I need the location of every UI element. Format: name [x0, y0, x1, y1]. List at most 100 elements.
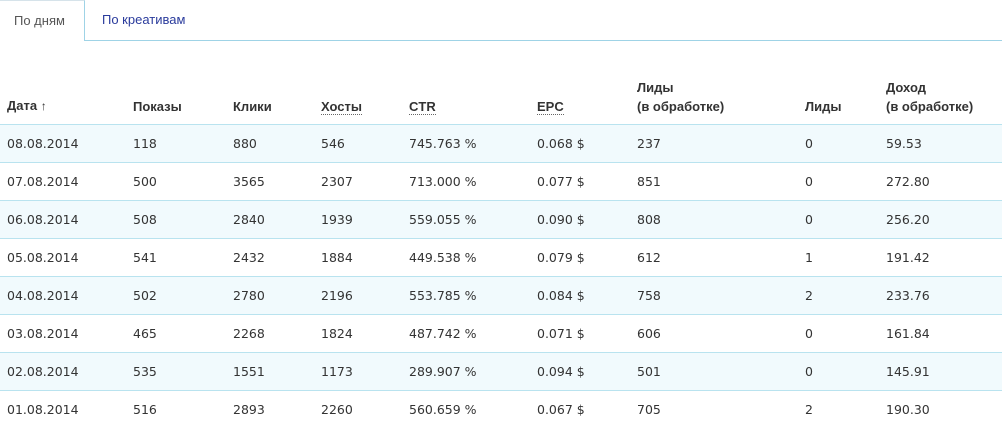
- cell-shows: 508: [126, 201, 226, 239]
- cell-date: 06.08.2014: [0, 201, 126, 239]
- cell-ctr: 745.763 %: [402, 125, 530, 163]
- cell-ctr: 559.055 %: [402, 201, 530, 239]
- cell-shows: 535: [126, 353, 226, 391]
- cell-income: 233.76: [879, 277, 1002, 315]
- cell-clicks: 880: [226, 125, 314, 163]
- cell-clicks: 2780: [226, 277, 314, 315]
- cell-shows: 500: [126, 163, 226, 201]
- col-hosts-header[interactable]: Хосты: [314, 41, 402, 125]
- cell-ctr: 560.659 %: [402, 391, 530, 428]
- col-epc-header[interactable]: EPC: [530, 41, 630, 125]
- cell-leads: 0: [798, 353, 879, 391]
- tab-by-days[interactable]: По дням: [0, 0, 85, 41]
- col-date-header[interactable]: Дата ↑: [0, 41, 126, 125]
- cell-ctr: 713.000 %: [402, 163, 530, 201]
- cell-hosts: 1824: [314, 315, 402, 353]
- table-header-row: Дата ↑ Показы Клики Хосты CTR EPC Лиды (…: [0, 41, 1002, 125]
- col-income-sublabel: (в обработке): [886, 99, 973, 114]
- cell-income: 161.84: [879, 315, 1002, 353]
- cell-epc: 0.084 $: [530, 277, 630, 315]
- cell-epc: 0.079 $: [530, 239, 630, 277]
- cell-date: 04.08.2014: [0, 277, 126, 315]
- cell-clicks: 2432: [226, 239, 314, 277]
- cell-leads-processing: 612: [630, 239, 798, 277]
- cell-ctr: 449.538 %: [402, 239, 530, 277]
- cell-epc: 0.077 $: [530, 163, 630, 201]
- cell-date: 05.08.2014: [0, 239, 126, 277]
- cell-date: 03.08.2014: [0, 315, 126, 353]
- cell-epc: 0.094 $: [530, 353, 630, 391]
- cell-income: 191.42: [879, 239, 1002, 277]
- cell-leads-processing: 705: [630, 391, 798, 428]
- cell-leads-processing: 758: [630, 277, 798, 315]
- col-income-label: Доход: [886, 80, 926, 95]
- cell-shows: 516: [126, 391, 226, 428]
- cell-hosts: 2307: [314, 163, 402, 201]
- cell-hosts: 546: [314, 125, 402, 163]
- cell-clicks: 1551: [226, 353, 314, 391]
- cell-leads-processing: 237: [630, 125, 798, 163]
- cell-epc: 0.067 $: [530, 391, 630, 428]
- cell-shows: 465: [126, 315, 226, 353]
- col-leads-processing-header[interactable]: Лиды (в обработке): [630, 41, 798, 125]
- cell-income: 256.20: [879, 201, 1002, 239]
- cell-shows: 502: [126, 277, 226, 315]
- cell-leads: 0: [798, 315, 879, 353]
- col-clicks-label: Клики: [233, 99, 272, 114]
- cell-ctr: 553.785 %: [402, 277, 530, 315]
- col-date-label: Дата: [7, 98, 37, 113]
- col-ctr-label: CTR: [409, 99, 436, 115]
- cell-hosts: 1884: [314, 239, 402, 277]
- stats-table: Дата ↑ Показы Клики Хосты CTR EPC Лиды (…: [0, 41, 1002, 428]
- cell-date: 08.08.2014: [0, 125, 126, 163]
- cell-income: 190.30: [879, 391, 1002, 428]
- col-leads-label: Лиды: [805, 99, 841, 114]
- cell-epc: 0.068 $: [530, 125, 630, 163]
- cell-leads: 0: [798, 201, 879, 239]
- cell-epc: 0.090 $: [530, 201, 630, 239]
- cell-income: 59.53: [879, 125, 1002, 163]
- col-leads-header[interactable]: Лиды: [798, 41, 879, 125]
- tab-by-creatives[interactable]: По креативам: [102, 0, 185, 40]
- cell-leads-processing: 606: [630, 315, 798, 353]
- cell-ctr: 487.742 %: [402, 315, 530, 353]
- cell-ctr: 289.907 %: [402, 353, 530, 391]
- cell-shows: 541: [126, 239, 226, 277]
- cell-income: 145.91: [879, 353, 1002, 391]
- col-income-header[interactable]: Доход (в обработке): [879, 41, 1002, 125]
- cell-hosts: 2196: [314, 277, 402, 315]
- col-shows-label: Показы: [133, 99, 182, 114]
- cell-date: 01.08.2014: [0, 391, 126, 428]
- cell-leads: 2: [798, 277, 879, 315]
- cell-leads-processing: 808: [630, 201, 798, 239]
- cell-date: 02.08.2014: [0, 353, 126, 391]
- cell-hosts: 1173: [314, 353, 402, 391]
- cell-date: 07.08.2014: [0, 163, 126, 201]
- cell-leads-processing: 501: [630, 353, 798, 391]
- cell-leads-processing: 851: [630, 163, 798, 201]
- col-ctr-header[interactable]: CTR: [402, 41, 530, 125]
- col-hosts-label: Хосты: [321, 99, 362, 115]
- col-epc-label: EPC: [537, 99, 564, 115]
- cell-leads: 1: [798, 239, 879, 277]
- cell-leads: 0: [798, 125, 879, 163]
- col-shows-header[interactable]: Показы: [126, 41, 226, 125]
- cell-leads: 2: [798, 391, 879, 428]
- cell-epc: 0.071 $: [530, 315, 630, 353]
- sort-ascending-icon: ↑: [41, 99, 47, 113]
- col-leads-processing-label: Лиды: [637, 80, 673, 95]
- cell-hosts: 2260: [314, 391, 402, 428]
- cell-clicks: 3565: [226, 163, 314, 201]
- cell-clicks: 2840: [226, 201, 314, 239]
- cell-clicks: 2268: [226, 315, 314, 353]
- cell-hosts: 1939: [314, 201, 402, 239]
- col-clicks-header[interactable]: Клики: [226, 41, 314, 125]
